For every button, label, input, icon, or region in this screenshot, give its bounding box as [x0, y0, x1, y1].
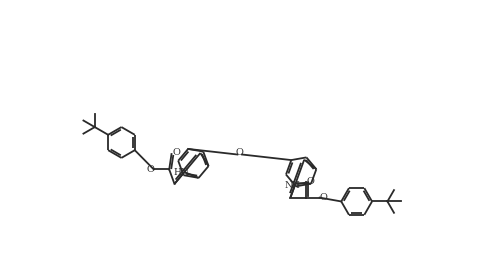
Text: O: O [146, 165, 154, 174]
Text: O: O [236, 148, 244, 157]
Text: O: O [172, 148, 180, 157]
Text: O: O [319, 193, 327, 202]
Text: O: O [307, 177, 315, 186]
Text: NH: NH [285, 181, 300, 190]
Text: HN: HN [173, 168, 189, 177]
